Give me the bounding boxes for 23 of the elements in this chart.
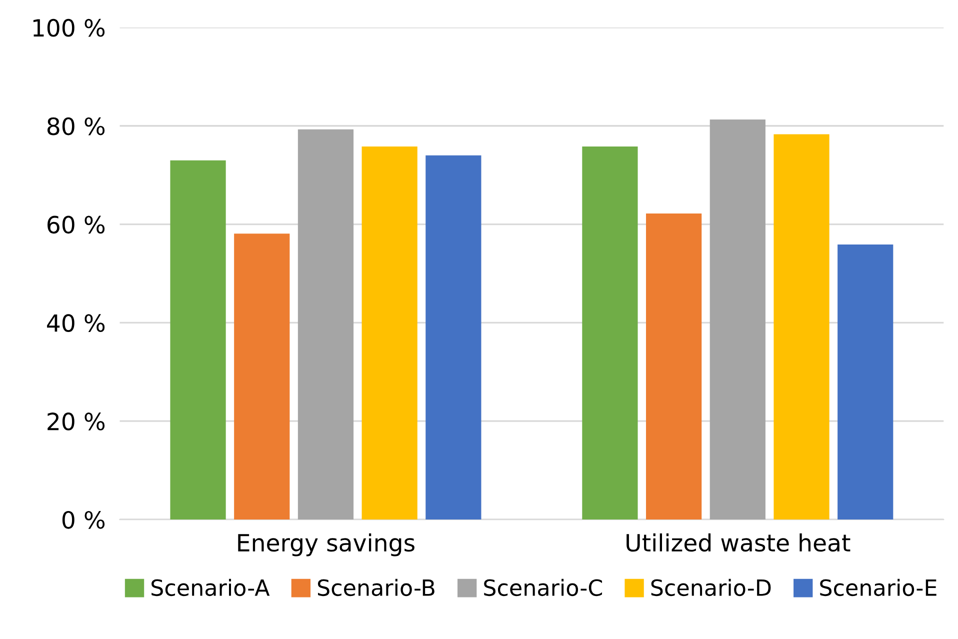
y-tick-label: 0 % xyxy=(62,510,105,529)
bar xyxy=(362,146,418,520)
x-tick-label: Utilized waste heat xyxy=(626,533,850,552)
y-tick-label: 60 % xyxy=(48,216,105,234)
legend-label: Scenario-B xyxy=(318,578,434,596)
bar xyxy=(170,160,226,520)
legend-label: Scenario-A xyxy=(152,578,270,596)
x-tick-label: Energy savings xyxy=(238,533,414,556)
legend-label: Scenario-D xyxy=(651,578,771,596)
bar xyxy=(774,134,830,520)
bar xyxy=(234,234,290,520)
y-tick-label: 20 % xyxy=(48,412,105,430)
y-tick-label: 40 % xyxy=(47,314,105,332)
y-tick-label: 100 % xyxy=(33,18,105,37)
bar xyxy=(426,155,482,520)
y-tick-label: 80 % xyxy=(47,117,105,136)
bar xyxy=(298,129,354,520)
bar xyxy=(582,146,638,520)
legend-label: Scenario-C xyxy=(484,578,602,596)
legend-label: Scenario-E xyxy=(820,578,936,596)
bar xyxy=(646,213,702,520)
bar xyxy=(838,244,894,520)
bar xyxy=(710,119,766,520)
